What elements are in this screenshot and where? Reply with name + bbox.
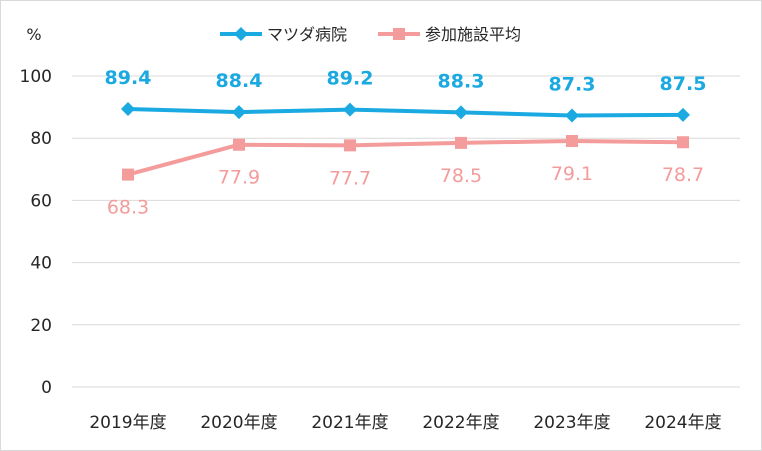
data-point-series-2	[455, 136, 467, 149]
x-tick-label: 2022年度	[422, 413, 499, 433]
x-tick-label: 2021年度	[311, 413, 388, 433]
data-label-series-2: 68.3	[107, 197, 149, 219]
data-point-series-2	[233, 138, 245, 151]
data-label-series-1: 87.5	[660, 73, 707, 95]
x-tick-label: 2024年度	[644, 413, 721, 433]
data-point-series-1	[232, 105, 246, 120]
data-label-series-1: 89.2	[327, 68, 374, 90]
data-label-series-2: 77.9	[218, 167, 260, 189]
y-tick-label: 80	[30, 129, 52, 149]
data-label-series-2: 77.7	[329, 167, 371, 189]
y-tick-label: 60	[30, 191, 52, 211]
y-tick-label: 0	[41, 378, 52, 398]
x-tick-label: 2020年度	[200, 413, 277, 433]
data-point-series-2	[677, 136, 689, 149]
y-tick-label: 100	[20, 67, 52, 87]
legend: マツダ病院 参加施設平均	[220, 25, 521, 44]
data-point-series-1	[343, 102, 357, 117]
y-unit-label: %	[26, 25, 41, 44]
y-tick-label: 40	[30, 254, 52, 274]
x-tick-label: 2019年度	[89, 413, 166, 433]
data-point-series-2	[122, 168, 134, 181]
legend-marker-series-1	[234, 27, 248, 41]
data-point-series-1	[454, 105, 468, 120]
data-label-series-1: 88.3	[438, 70, 485, 92]
data-point-series-2	[566, 134, 578, 147]
data-point-series-1	[121, 101, 135, 116]
series-line-2	[127, 138, 684, 177]
data-label-series-1: 87.3	[549, 73, 596, 95]
data-label-series-2: 78.5	[440, 165, 482, 187]
data-point-series-1	[676, 107, 690, 122]
legend-label-series-2: 参加施設平均	[425, 25, 521, 44]
data-label-series-1: 89.4	[105, 67, 152, 89]
series-layer: 89.4 88.4 89.2 88.3 87.3 87.5 68.3 77.9 77.7 78.5…	[105, 67, 707, 219]
legend-marker-series-2	[393, 28, 405, 40]
series-line-1	[127, 106, 684, 118]
data-label-series-2: 78.7	[662, 164, 704, 186]
data-point-series-1	[565, 108, 579, 123]
x-tick-label: 2023年度	[533, 413, 610, 433]
x-tick-labels: 2019年度 2020年度 2021年度 2022年度 2023年度 2024年度	[89, 413, 721, 433]
y-tick-label: 20	[30, 316, 52, 336]
data-point-series-2	[344, 139, 356, 152]
data-label-series-1: 88.4	[216, 70, 263, 92]
data-label-series-2: 79.1	[551, 163, 593, 185]
y-tick-labels: 0 20 40 60 80 100	[20, 67, 52, 398]
legend-label-series-1: マツダ病院	[267, 25, 347, 44]
gridlines	[72, 75, 740, 388]
